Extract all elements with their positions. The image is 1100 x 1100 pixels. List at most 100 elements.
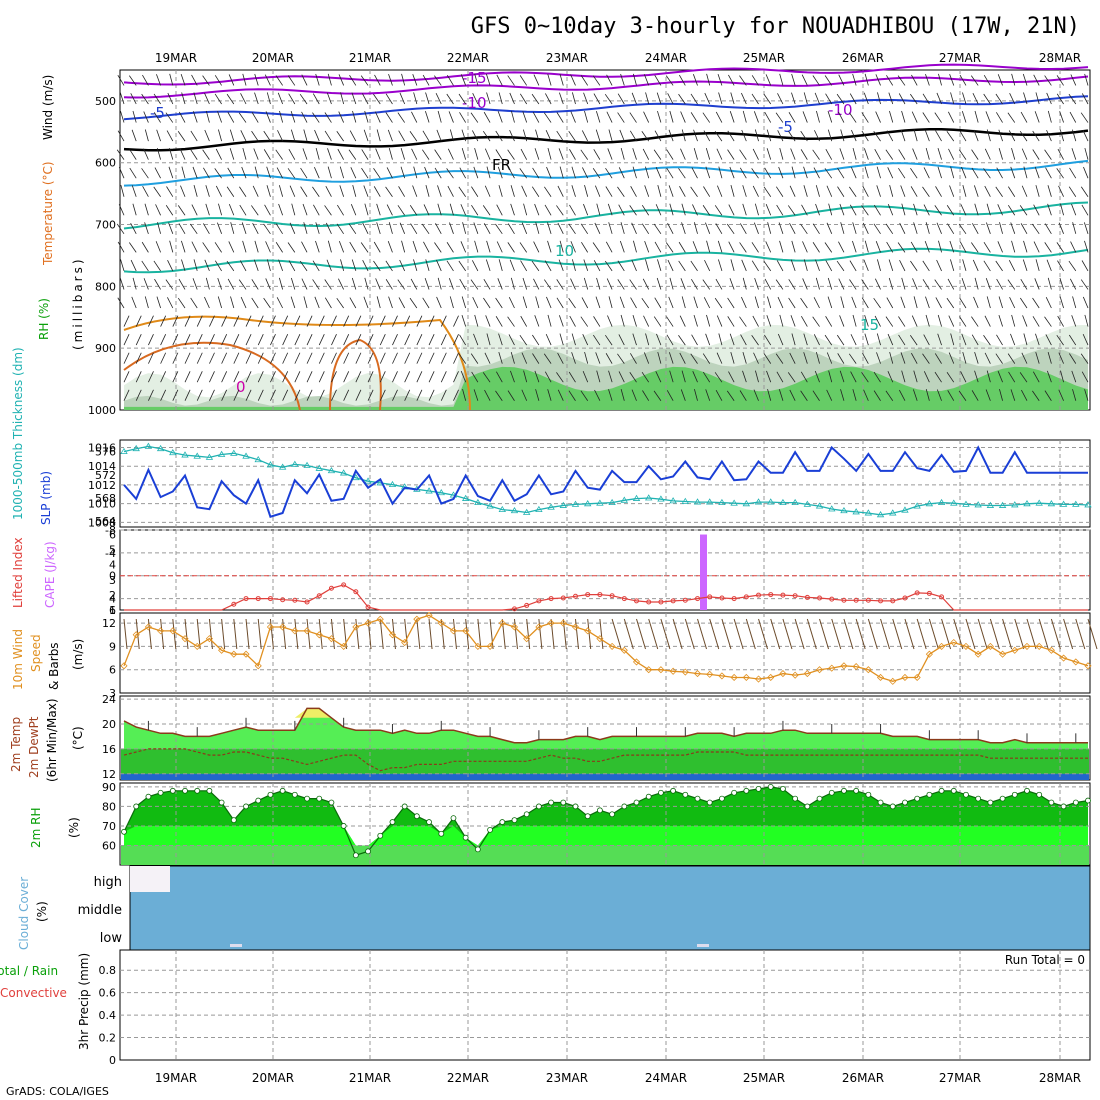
wind-barb	[596, 203, 601, 216]
rh-point	[157, 789, 164, 796]
wind-barb	[1047, 203, 1052, 216]
panel-frame	[119, 612, 1091, 694]
thickness-point	[291, 460, 299, 467]
wind-barb	[143, 148, 149, 160]
surface-wind-barb	[977, 618, 988, 650]
wind-speed-point	[1011, 646, 1019, 654]
wind-barb	[629, 279, 637, 290]
wind-barb	[497, 111, 503, 123]
date-label-bottom: 24MAR	[645, 1071, 687, 1085]
wind-barb	[123, 315, 130, 327]
wind-barb	[461, 148, 467, 160]
li-point	[670, 598, 676, 604]
rh-point	[389, 819, 396, 825]
wind-barb	[641, 131, 650, 142]
wind-barb	[241, 222, 247, 234]
wind-barb	[446, 74, 454, 86]
thickness-point	[645, 494, 653, 501]
slp-tick: 1012	[88, 479, 116, 492]
rh-point	[1011, 791, 1018, 798]
wind-barb	[156, 147, 161, 160]
wind-barb	[486, 240, 491, 253]
wind-barb	[570, 278, 576, 290]
li-point	[707, 594, 713, 600]
wind-barb	[802, 241, 808, 253]
wind-barb	[301, 278, 308, 290]
wind-barb	[1010, 333, 1016, 346]
wind-speed-point	[144, 623, 152, 631]
wind-barb	[362, 222, 369, 234]
wind-barb	[791, 92, 796, 105]
wind-barb	[470, 353, 479, 364]
wind-barb	[1022, 73, 1028, 86]
wind-barb	[282, 389, 289, 401]
wind-barb	[367, 334, 374, 346]
wind-barb	[678, 74, 686, 86]
wind-speed-point	[547, 619, 555, 627]
wind-barb	[178, 278, 186, 290]
wind-barb	[461, 315, 467, 327]
wind-barb	[299, 260, 308, 272]
wind-barb	[331, 371, 337, 383]
wind-barb	[416, 389, 423, 401]
wind-barb	[999, 389, 1003, 401]
wind-barb	[886, 297, 894, 309]
wind-barb	[343, 352, 350, 364]
wind-speed-point	[620, 646, 628, 654]
wind-barb	[472, 130, 479, 142]
wind-barb	[923, 371, 930, 383]
wind-barb	[531, 186, 540, 197]
wind-barb	[584, 185, 589, 197]
rh-point	[853, 787, 860, 794]
thickness-point	[437, 489, 445, 496]
wind-barb	[886, 75, 894, 86]
wind-barb	[282, 371, 289, 383]
wind-barb	[777, 333, 784, 346]
wind-barb	[1058, 389, 1064, 401]
wind-speed-point	[632, 658, 641, 666]
li-point	[682, 597, 688, 603]
wind-barb	[887, 371, 894, 383]
wind-barb	[385, 93, 393, 105]
cloud-gap-high	[130, 866, 170, 892]
wind-barb	[169, 148, 174, 160]
wind-barb	[275, 223, 283, 235]
wind-barb	[156, 74, 161, 86]
wind-barb	[520, 148, 528, 160]
thickness-point	[327, 466, 336, 474]
isotherm-plus5	[123, 159, 1089, 187]
wind-barb	[690, 260, 698, 272]
wind-barb	[531, 260, 540, 272]
wind-barb	[557, 352, 564, 364]
wind-barb	[850, 371, 857, 383]
wind-barb	[592, 242, 601, 253]
li-point	[731, 596, 737, 602]
wind-barb	[265, 111, 271, 123]
wind-barb	[214, 93, 222, 105]
wind-barb	[633, 240, 637, 253]
rh-point	[365, 848, 371, 855]
wind-barb	[196, 389, 203, 401]
wind-barb	[435, 223, 442, 235]
wind-barb	[398, 297, 406, 309]
wind-barb	[936, 92, 942, 105]
wind-barb	[631, 222, 637, 234]
wind-barb	[605, 334, 613, 346]
wind-barb	[459, 278, 467, 290]
wind-barb	[348, 149, 357, 160]
wind-barb	[874, 315, 881, 327]
wind-barb	[180, 185, 186, 197]
wind-barb	[218, 203, 223, 216]
wind-barb	[849, 186, 857, 197]
rh-point	[609, 811, 616, 818]
wind-barb	[287, 75, 296, 86]
wind-barb	[666, 167, 674, 179]
wind-barb	[1007, 353, 1016, 364]
li-point	[328, 585, 334, 591]
wind-barb	[824, 168, 833, 179]
wind-barb	[753, 389, 759, 401]
wind-barb	[815, 259, 820, 272]
wind-barb	[172, 371, 179, 383]
wind-barb	[484, 352, 491, 364]
rh-point	[645, 793, 652, 800]
